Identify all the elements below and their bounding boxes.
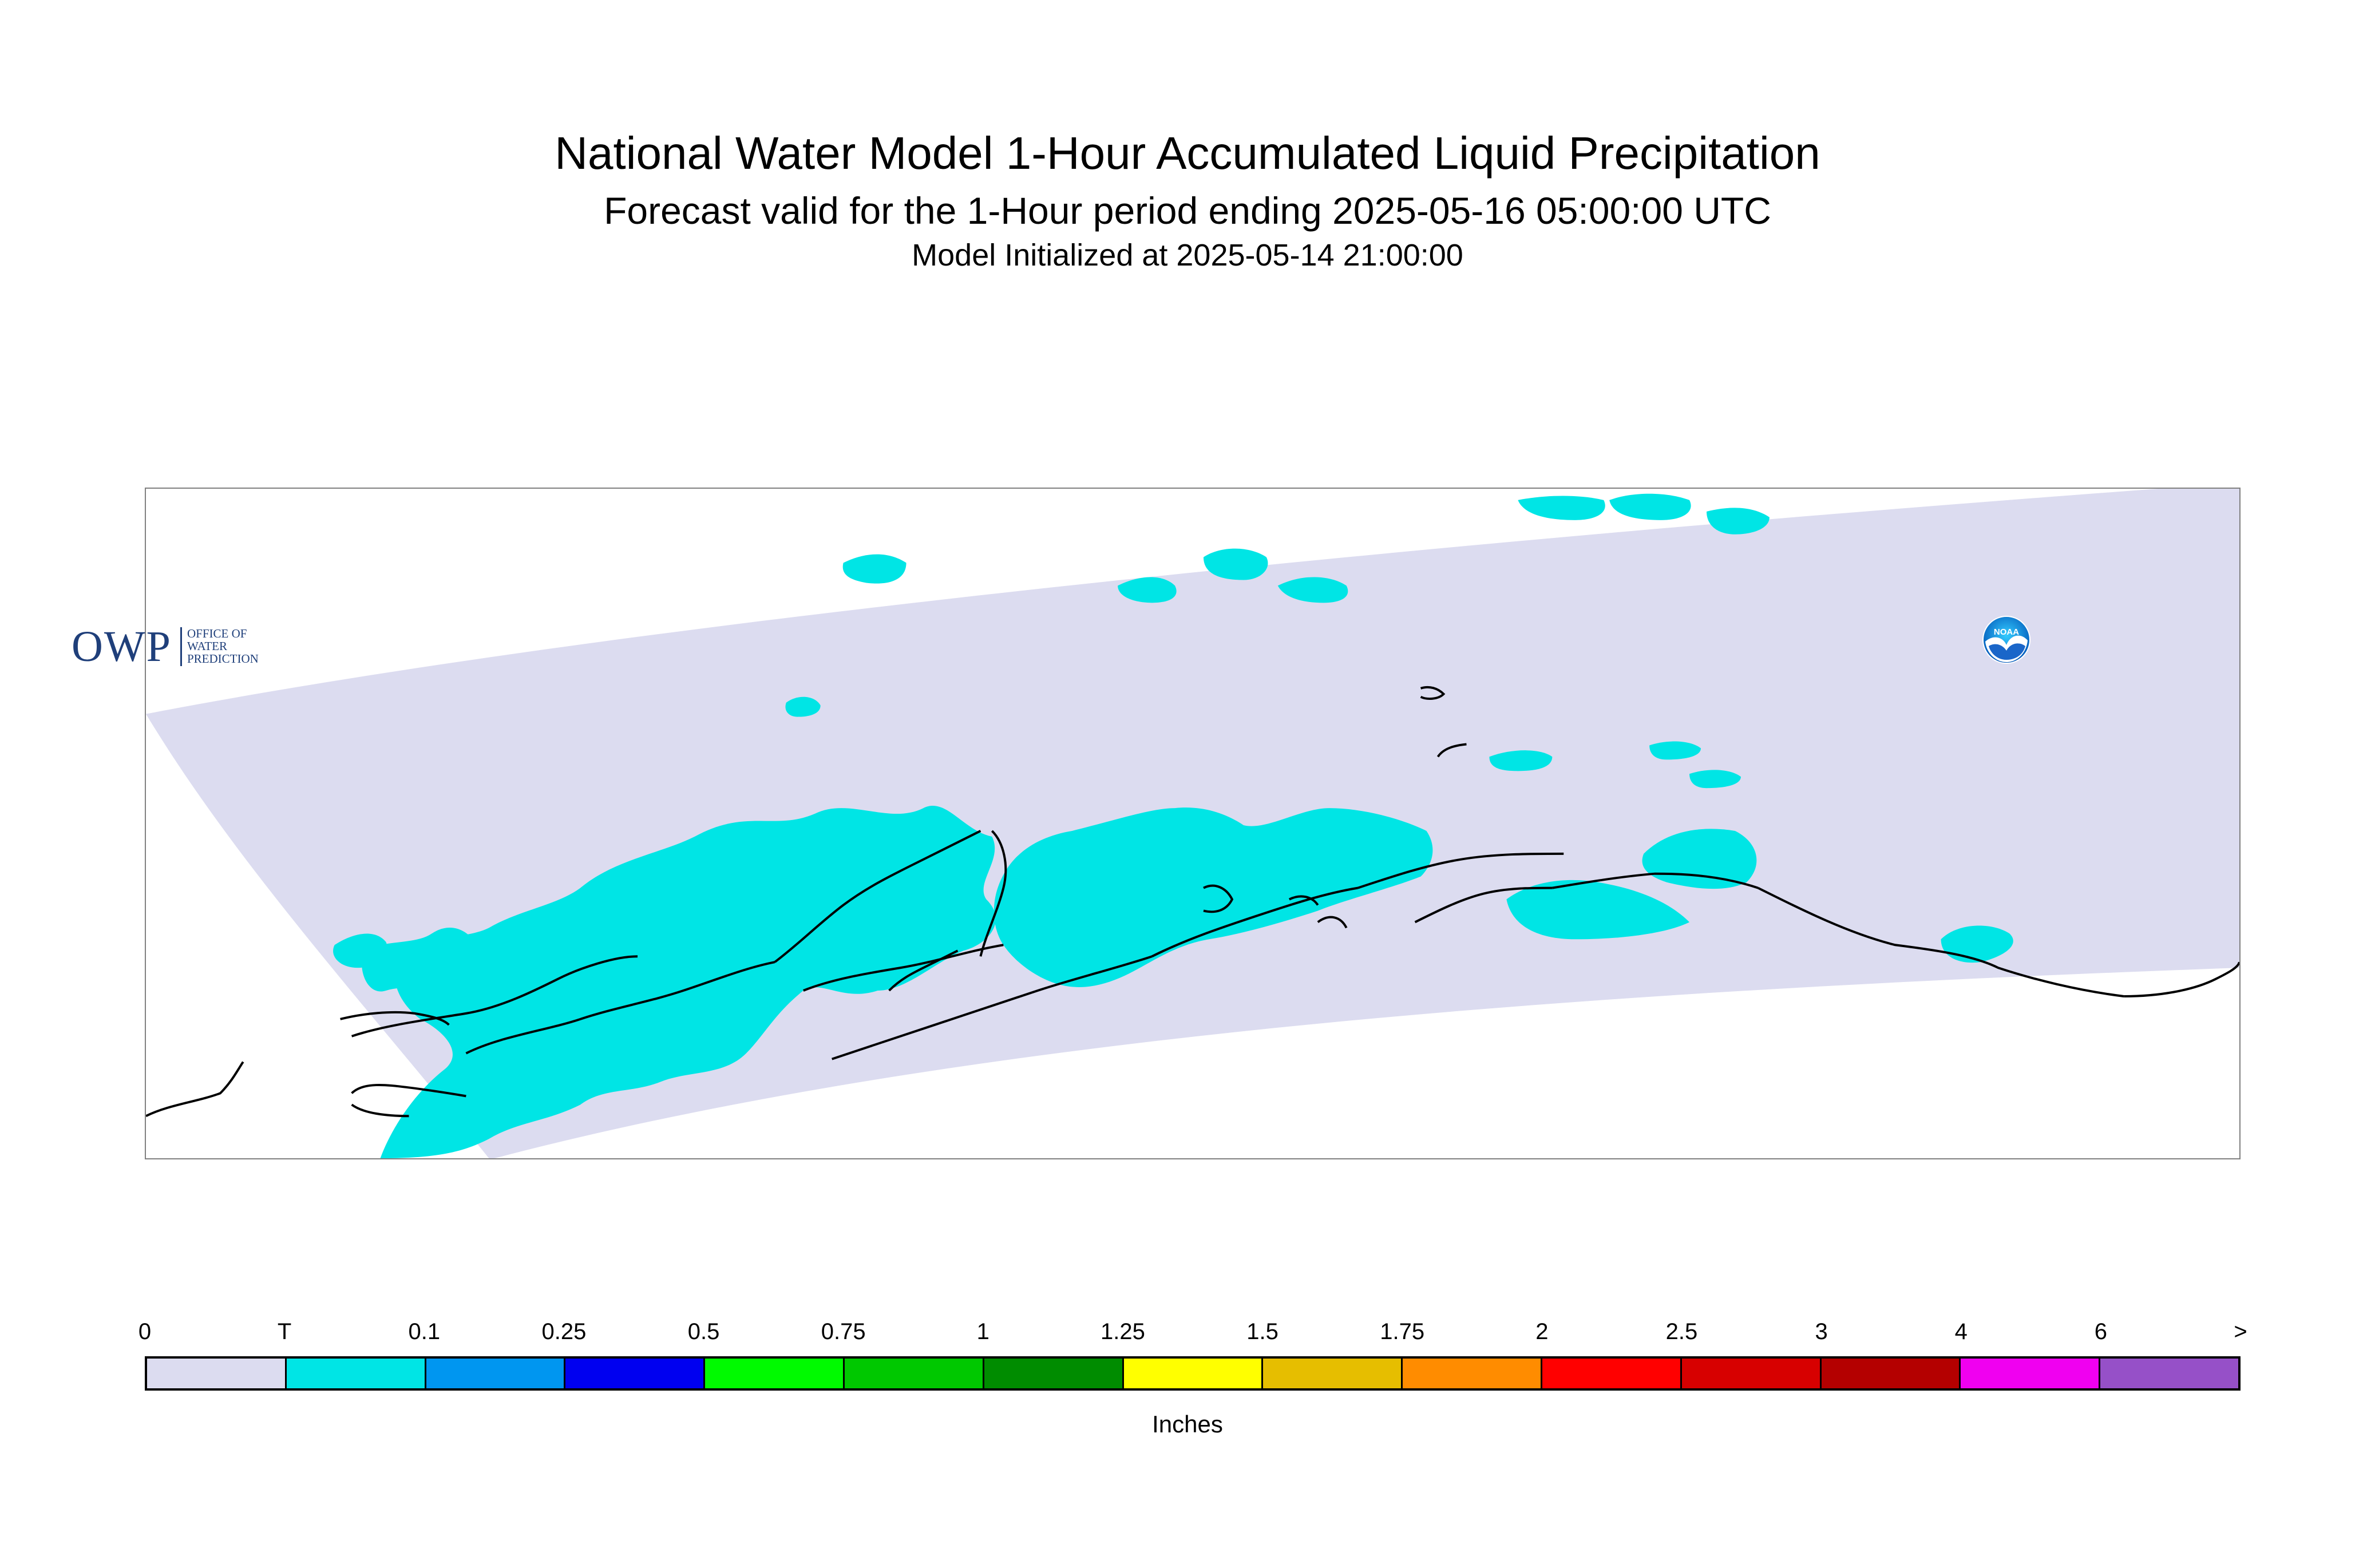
legend-swatch xyxy=(565,1359,706,1388)
legend-swatch xyxy=(426,1359,566,1388)
noaa-logo: NOAA xyxy=(1982,616,2030,664)
trace-precipitation-regions xyxy=(333,493,2013,1158)
legend-tick-label: 1.75 xyxy=(1380,1319,1425,1344)
chart-title: National Water Model 1-Hour Accumulated … xyxy=(555,128,1820,179)
legend-units-label: Inches xyxy=(1152,1411,1223,1438)
legend-swatch xyxy=(2100,1359,2238,1388)
legend-tick-label: 4 xyxy=(1954,1319,1968,1344)
legend-swatch xyxy=(844,1359,984,1388)
legend-swatch xyxy=(705,1359,845,1388)
legend-tick-label: 0.1 xyxy=(408,1319,441,1344)
owp-logo-line2: WATER xyxy=(187,639,227,653)
map-canvas xyxy=(146,489,2239,1158)
legend-tick-label: 0.25 xyxy=(541,1319,587,1344)
owp-logo-line1: OFFICE OF xyxy=(187,627,247,640)
legend-tick-labels: 0 T 0.1 0.25 0.5 0.75 1 1.25 1.5 1.75 2 2.5 3 4 6 > xyxy=(138,1319,2247,1348)
legend-swatch xyxy=(1542,1359,1682,1388)
legend-tick-label: 0 xyxy=(138,1319,152,1344)
legend-tick-label: 1.25 xyxy=(1100,1319,1145,1344)
legend-tick-label: 3 xyxy=(1815,1319,1828,1344)
legend-tick-label: > xyxy=(2234,1319,2247,1344)
legend-swatch xyxy=(1403,1359,1542,1388)
legend-swatch xyxy=(1821,1359,1961,1388)
noaa-logo-text: NOAA xyxy=(1994,627,2019,637)
owp-logo-line3: PREDICTION xyxy=(187,652,259,666)
legend-tick-label: 6 xyxy=(2094,1319,2107,1344)
legend-swatch xyxy=(1961,1359,2101,1388)
legend-swatch xyxy=(1263,1359,1403,1388)
owp-logo-letters: OWP xyxy=(72,623,172,671)
legend-tick-label: 1.5 xyxy=(1246,1319,1278,1344)
legend-tick-label: T xyxy=(277,1319,292,1344)
legend-tick-label: 0.5 xyxy=(687,1319,720,1344)
legend-swatch xyxy=(147,1359,287,1388)
precipitation-map[interactable] xyxy=(145,488,2241,1159)
model-init-line: Model Initialized at 2025-05-14 21:00:00 xyxy=(912,238,1463,272)
coastline-outlines xyxy=(146,686,2239,1118)
legend-tick-label: 0.75 xyxy=(821,1319,866,1344)
legend-tick-label: 2.5 xyxy=(1665,1319,1698,1344)
owp-logo-divider xyxy=(180,627,182,666)
legend-swatch xyxy=(1681,1359,1822,1388)
legend-tick-label: 1 xyxy=(976,1319,989,1344)
legend-swatch xyxy=(984,1359,1124,1388)
precipitation-color-legend xyxy=(145,1356,2241,1391)
legend-swatch xyxy=(1123,1359,1264,1388)
legend-swatch xyxy=(286,1359,426,1388)
owp-logo: OWP OFFICE OF WATER PREDICTION xyxy=(72,624,289,675)
forecast-valid-subtitle: Forecast valid for the 1-Hour period end… xyxy=(604,189,1771,232)
legend-tick-label: 2 xyxy=(1535,1319,1549,1344)
